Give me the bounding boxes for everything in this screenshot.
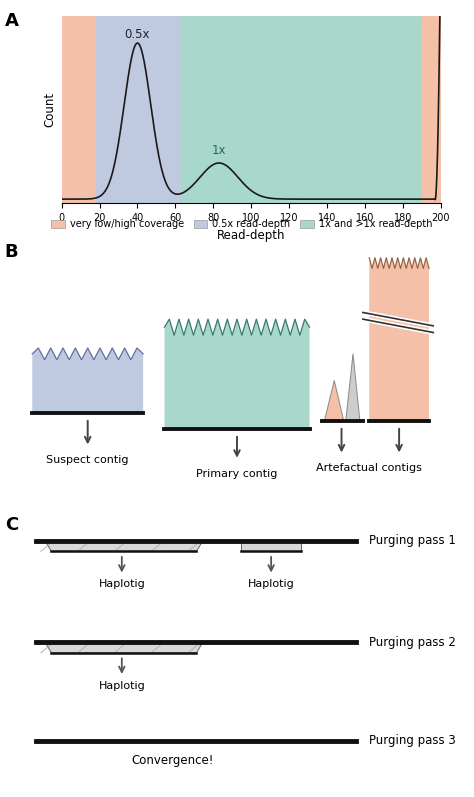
Text: Primary contig: Primary contig (196, 469, 278, 479)
Polygon shape (45, 540, 203, 552)
Bar (181, 16, 422, 203)
Text: A: A (5, 12, 18, 30)
Text: Haplotig: Haplotig (99, 681, 145, 691)
Text: Purging pass 3: Purging pass 3 (369, 735, 456, 748)
Polygon shape (241, 540, 301, 552)
X-axis label: Read-depth: Read-depth (217, 229, 285, 241)
Text: 1x: 1x (212, 144, 226, 157)
Bar (96, 16, 181, 203)
Polygon shape (32, 348, 143, 413)
Polygon shape (369, 257, 429, 421)
Polygon shape (324, 381, 344, 421)
Text: 0.5x: 0.5x (125, 28, 150, 41)
Text: B: B (5, 243, 18, 261)
Text: Convergence!: Convergence! (132, 754, 214, 768)
Polygon shape (164, 319, 310, 429)
Legend: very low/high coverage, 0.5x read-depth, 1x and >1x read-depth: very low/high coverage, 0.5x read-depth,… (47, 215, 436, 233)
Bar (422, 16, 441, 203)
Text: Haplotig: Haplotig (248, 579, 294, 590)
Text: Suspect contig: Suspect contig (46, 455, 129, 465)
Text: Haplotig: Haplotig (99, 579, 145, 590)
Text: Purging pass 2: Purging pass 2 (369, 636, 456, 649)
Polygon shape (45, 642, 203, 653)
Text: C: C (5, 516, 18, 535)
Text: Artefactual contigs: Artefactual contigs (316, 463, 422, 473)
Polygon shape (346, 354, 360, 421)
Bar (62, 16, 96, 203)
Text: Purging pass 1: Purging pass 1 (369, 534, 456, 548)
Y-axis label: Count: Count (43, 92, 56, 128)
